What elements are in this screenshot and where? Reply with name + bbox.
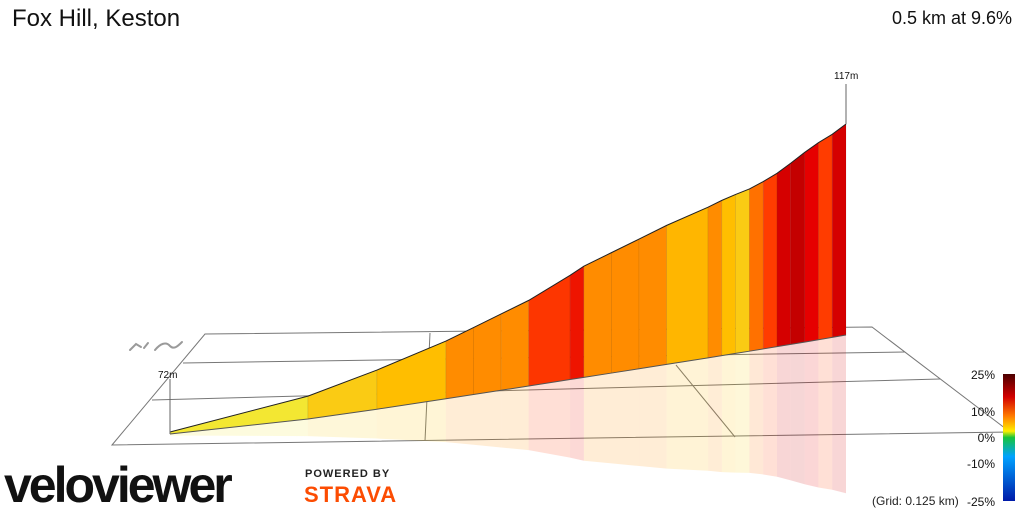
gradient-legend: 25% 10% 0% -10% -25% — [967, 368, 1015, 509]
profile-segment — [445, 327, 474, 400]
profile-segment-reflection — [583, 373, 612, 464]
profile-segment-reflection — [708, 355, 722, 473]
profile-segment — [776, 162, 792, 348]
profile-segment-reflection — [804, 339, 819, 488]
profile-segment-reflection — [570, 377, 584, 461]
profile-segment — [790, 151, 805, 345]
profile-top-line — [169, 123, 847, 433]
direction-icon — [129, 341, 183, 351]
profile-segment — [818, 133, 833, 341]
legend-tick-25: 25% — [971, 368, 995, 382]
profile-segment-reflection — [639, 364, 667, 469]
profile-segment — [569, 265, 585, 380]
grid-line — [675, 364, 736, 438]
profile-segment-reflection — [376, 398, 446, 443]
profile-segment-reflection — [763, 346, 778, 477]
profile-segment — [666, 206, 709, 365]
legend-tick-minus-10: -10% — [967, 457, 995, 471]
veloviewer-logo: veloviewer — [4, 457, 235, 513]
segment-title: Fox Hill, Keston — [12, 5, 181, 32]
profile-segment — [583, 252, 612, 378]
legend-tick-10: 10% — [971, 405, 995, 419]
segment-summary: 0.5 km at 9.6% — [891, 8, 1012, 28]
profile-reflection — [170, 335, 846, 494]
profile-segment-reflection — [307, 409, 377, 439]
profile-segment-reflection — [170, 419, 308, 437]
grid-scale-note: (Grid: 0.125 km) — [872, 494, 959, 508]
profile-segment-reflection — [528, 379, 571, 458]
grid-line — [151, 378, 941, 401]
veloviewer-logo-text: veloviewer — [4, 457, 232, 512]
profile-segment-reflection — [666, 357, 709, 471]
profile-segment — [528, 274, 571, 387]
profile-segment-reflection — [818, 337, 833, 490]
profile-segment — [707, 199, 723, 359]
strava-logo-text: STRAVA — [304, 482, 397, 507]
legend-tick-0: 0% — [978, 431, 996, 445]
profile-baseline — [169, 334, 847, 435]
profile-segment-reflection — [501, 385, 529, 451]
profile-segment — [638, 224, 667, 370]
profile-segment-reflection — [749, 348, 764, 475]
powered-by-label: POWERED BY — [305, 468, 390, 480]
gradient-legend-bar — [1003, 374, 1015, 501]
profile-segment — [473, 313, 502, 395]
profile-strips — [169, 123, 847, 435]
profile-segment-reflection — [445, 394, 474, 445]
profile-segment-reflection — [777, 344, 791, 481]
profile-segment-reflection — [790, 342, 805, 485]
profile-segment — [804, 142, 819, 343]
end-elevation-label: 117m — [834, 71, 858, 82]
profile-segment — [749, 181, 764, 352]
profile-segment — [376, 340, 447, 410]
profile-segment-reflection — [473, 390, 502, 448]
profile-segment-reflection — [611, 368, 640, 467]
profile-segment — [762, 172, 778, 350]
profile-segment — [735, 188, 750, 354]
profile-segment-reflection — [721, 353, 736, 473]
profile-segment — [500, 299, 529, 391]
profile-segment — [721, 193, 736, 356]
grid-outline — [110, 326, 1012, 446]
legend-tick-minus-25: -25% — [967, 495, 995, 509]
profile-segment-reflection — [832, 335, 846, 494]
profile-segment-reflection — [735, 351, 750, 473]
start-elevation-label: 72m — [158, 370, 177, 381]
profile-segment — [831, 123, 847, 338]
profile-segment — [611, 238, 640, 374]
